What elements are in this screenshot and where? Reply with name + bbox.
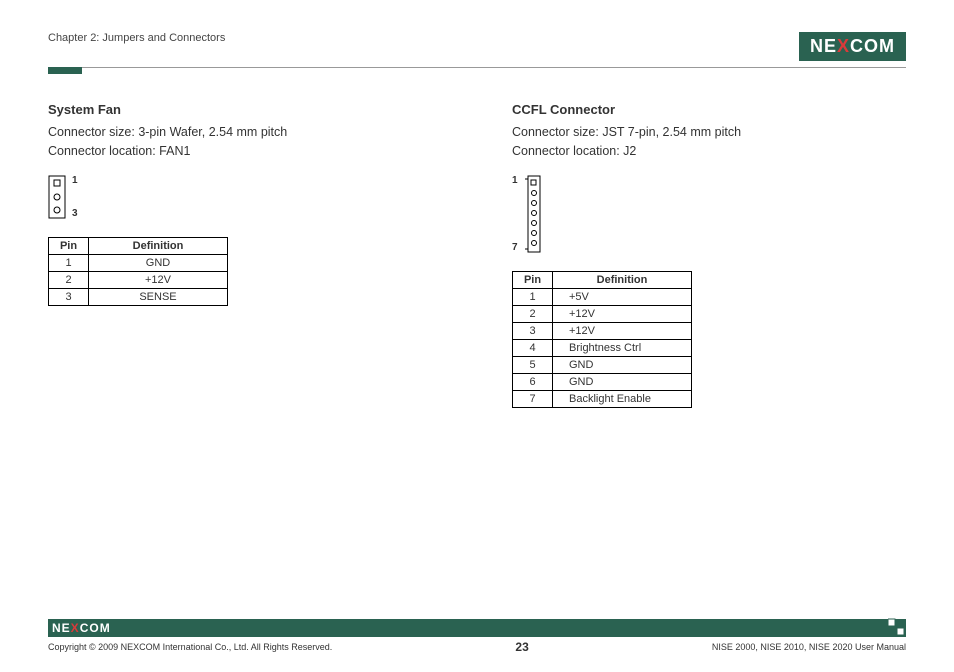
pin-label-1: 1	[72, 175, 78, 186]
fan-pin-labels: 1 3	[72, 175, 78, 219]
ccfl-section: CCFL Connector Connector size: JST 7-pin…	[512, 102, 906, 408]
table-row: 5GND	[513, 356, 692, 373]
nexcom-logo: NEXCOM	[799, 32, 906, 61]
spec-location: Connector location: J2	[512, 142, 906, 161]
ccfl-pin-table: Pin Definition 1+5V 2+12V 3+12V 4Brightn…	[512, 271, 692, 408]
logo-text-right: COM	[850, 36, 895, 56]
th-def: Definition	[89, 237, 228, 254]
pin-label-3: 3	[72, 208, 78, 219]
section-title: System Fan	[48, 102, 442, 117]
ccfl-pin-labels: 1 7	[512, 175, 518, 253]
pin-label-7: 7	[512, 242, 518, 253]
spec-location: Connector location: FAN1	[48, 142, 442, 161]
table-row: 2+12V	[513, 305, 692, 322]
footer-bar: NEXCOM	[48, 619, 906, 637]
footer-logo: NEXCOM	[52, 621, 111, 635]
fan-pin-table: Pin Definition 1GND 2+12V 3SENSE	[48, 237, 228, 306]
footer-decoration-icon	[888, 615, 906, 641]
system-fan-section: System Fan Connector size: 3-pin Wafer, …	[48, 102, 442, 408]
spec-size: Connector size: 3-pin Wafer, 2.54 mm pit…	[48, 123, 442, 142]
table-row: 7Backlight Enable	[513, 390, 692, 407]
connector-spec: Connector size: 3-pin Wafer, 2.54 mm pit…	[48, 123, 442, 161]
manual-title: NISE 2000, NISE 2010, NISE 2020 User Man…	[712, 642, 906, 652]
logo-x: X	[837, 36, 850, 56]
ccfl-connector-svg	[524, 175, 542, 253]
table-row: 6GND	[513, 373, 692, 390]
page-footer: NEXCOM Copyright © 2009 NEXCOM Internati…	[48, 619, 906, 654]
pin-label-1: 1	[512, 175, 518, 186]
table-row: 1GND	[49, 254, 228, 271]
logo-text-left: NE	[810, 36, 837, 56]
chapter-title: Chapter 2: Jumpers and Connectors	[48, 32, 225, 44]
th-pin: Pin	[49, 237, 89, 254]
fan-connector-svg	[48, 175, 66, 219]
accent-bar	[48, 67, 82, 74]
table-row: 2+12V	[49, 271, 228, 288]
th-pin: Pin	[513, 271, 553, 288]
header-rule	[48, 67, 906, 68]
table-row: 3+12V	[513, 322, 692, 339]
page-header: Chapter 2: Jumpers and Connectors NEXCOM	[48, 32, 906, 61]
copyright-text: Copyright © 2009 NEXCOM International Co…	[48, 642, 332, 652]
table-row: 1+5V	[513, 288, 692, 305]
fan-pin-diagram: 1 3	[48, 175, 442, 219]
table-row: 4Brightness Ctrl	[513, 339, 692, 356]
table-row: 3SENSE	[49, 288, 228, 305]
connector-spec: Connector size: JST 7-pin, 2.54 mm pitch…	[512, 123, 906, 161]
section-title: CCFL Connector	[512, 102, 906, 117]
ccfl-pin-diagram: 1 7	[512, 175, 906, 253]
page-number: 23	[515, 640, 528, 654]
th-def: Definition	[553, 271, 692, 288]
spec-size: Connector size: JST 7-pin, 2.54 mm pitch	[512, 123, 906, 142]
